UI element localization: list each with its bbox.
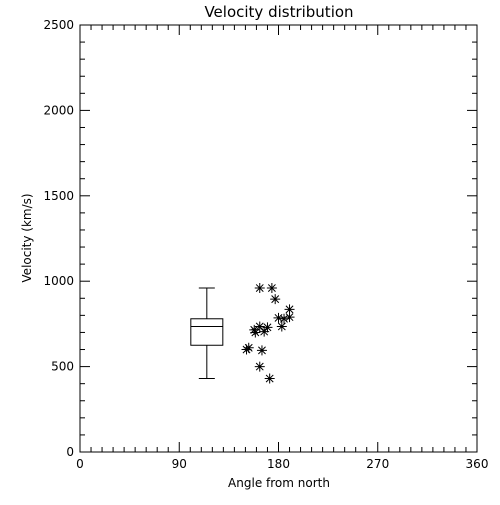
- x-tick-label: 90: [172, 457, 187, 471]
- y-axis-label: Velocity (km/s): [20, 193, 34, 282]
- chart-title: Velocity distribution: [204, 3, 353, 21]
- data-point-asterisk: [262, 322, 273, 333]
- x-tick-label: 270: [366, 457, 389, 471]
- data-point-asterisk: [284, 312, 295, 323]
- plot-frame: [79, 24, 478, 453]
- boxplot-box: [190, 318, 224, 346]
- y-tick-label: 0: [66, 445, 74, 459]
- y-tick-label: 1500: [43, 189, 74, 203]
- data-point-asterisk: [256, 345, 267, 356]
- data-point-asterisk: [264, 373, 275, 384]
- x-axis-label: Angle from north: [228, 476, 330, 490]
- y-tick-label: 2000: [43, 103, 74, 117]
- x-tick-label: 0: [76, 457, 84, 471]
- data-point-asterisk: [279, 313, 290, 324]
- y-tick-label: 1000: [43, 274, 74, 288]
- data-point-asterisk: [284, 304, 295, 315]
- data-point-asterisk: [254, 361, 265, 372]
- data-point-asterisk: [254, 321, 265, 332]
- data-point-asterisk: [259, 326, 270, 337]
- data-point-asterisk: [241, 344, 252, 355]
- data-point-asterisk: [276, 321, 287, 332]
- data-point-asterisk: [254, 283, 265, 294]
- y-tick-label: 500: [51, 360, 74, 374]
- x-tick-label: 180: [267, 457, 290, 471]
- y-tick-label: 2500: [43, 18, 74, 32]
- x-tick-label: 360: [466, 457, 489, 471]
- plot-area: 0 90 180 270 360 0 500 1000 1500 2000 2500: [43, 18, 488, 471]
- data-point-asterisk: [249, 324, 260, 335]
- data-point-asterisk: [273, 312, 284, 323]
- data-point-asterisk: [266, 283, 277, 294]
- data-point-asterisk: [250, 327, 261, 338]
- data-point-asterisk: [270, 294, 281, 305]
